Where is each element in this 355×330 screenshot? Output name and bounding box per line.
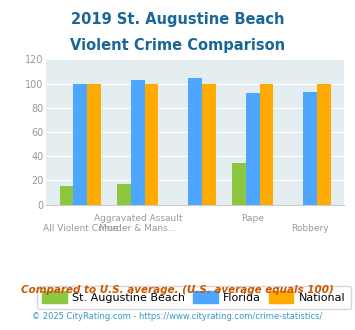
Bar <box>145 83 158 205</box>
Text: © 2025 CityRating.com - https://www.cityrating.com/crime-statistics/: © 2025 CityRating.com - https://www.city… <box>32 312 323 321</box>
Bar <box>303 92 317 205</box>
Bar <box>232 163 246 205</box>
Legend: St. Augustine Beach, Florida, National: St. Augustine Beach, Florida, National <box>37 286 351 309</box>
Text: 2019 St. Augustine Beach: 2019 St. Augustine Beach <box>71 12 284 26</box>
Text: All Violent Crime: All Violent Crime <box>43 224 118 233</box>
Bar <box>246 93 260 205</box>
Text: Aggravated Assault: Aggravated Assault <box>94 214 182 223</box>
Text: Robbery: Robbery <box>291 224 329 233</box>
Text: Compared to U.S. average. (U.S. average equals 100): Compared to U.S. average. (U.S. average … <box>21 285 334 295</box>
Bar <box>260 83 273 205</box>
Text: Murder & Mans...: Murder & Mans... <box>99 224 176 233</box>
Bar <box>87 83 101 205</box>
Bar <box>73 83 87 205</box>
Bar <box>317 83 331 205</box>
Bar <box>117 184 131 205</box>
Bar <box>202 83 216 205</box>
Bar <box>60 186 73 205</box>
Bar <box>131 80 145 205</box>
Text: Rape: Rape <box>241 214 264 223</box>
Text: Violent Crime Comparison: Violent Crime Comparison <box>70 38 285 53</box>
Bar <box>189 78 202 205</box>
